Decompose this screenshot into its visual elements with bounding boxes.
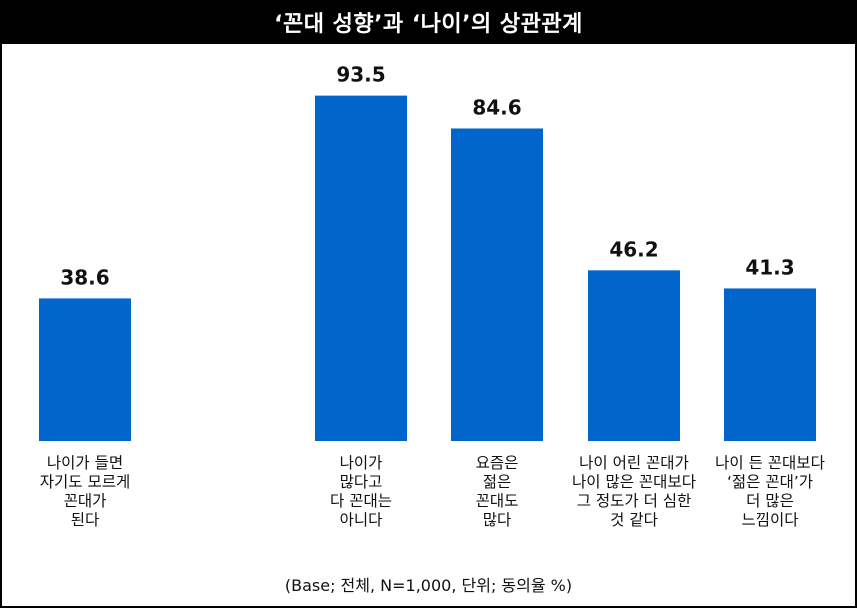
category-label-line: 나이 든 꼰대보다 bbox=[715, 454, 825, 472]
category-label-line: 것 같다 bbox=[610, 511, 658, 529]
category-label-line: 된다 bbox=[71, 511, 100, 529]
category-label-line: 자기도 모르게 bbox=[40, 473, 131, 491]
bar-1 bbox=[39, 298, 131, 441]
category-label-line: 꼰대가 bbox=[64, 492, 107, 510]
category-label-line: 나이가 bbox=[340, 454, 383, 472]
category-label-2: 나이가 많다고 다 꼰대는 아니다 bbox=[330, 454, 392, 529]
category-label-line: 나이 어린 꼰대가 bbox=[579, 454, 689, 472]
value-label-1: 38.6 bbox=[60, 265, 109, 289]
bar-2 bbox=[315, 95, 407, 442]
category-label-5: 나이 든 꼰대보다 ‘젊은 꼰대’가 더 많은 느낌이다 bbox=[715, 454, 825, 529]
category-label-line: 다 꼰대는 bbox=[330, 492, 392, 510]
category-label-line: 젊은 bbox=[483, 473, 512, 491]
category-label-line: 더 많은 bbox=[746, 492, 794, 510]
chart-title: ‘꼰대 성향’과 ‘나이’의 상관관계 bbox=[274, 12, 583, 37]
category-label-line: 꼰대도 bbox=[476, 492, 519, 510]
category-label-line: 많다고 bbox=[340, 473, 383, 491]
category-label-line: 나이 많은 꼰대보다 bbox=[572, 473, 696, 491]
footnote: (Base; 전체, N=1,000, 단위; 동의율 %) bbox=[284, 576, 573, 595]
title-bar: ‘꼰대 성향’과 ‘나이’의 상관관계 bbox=[0, 0, 857, 44]
value-label-5: 41.3 bbox=[745, 255, 794, 279]
bar-5 bbox=[724, 288, 816, 441]
category-label-line: ‘젊은 꼰대’가 bbox=[727, 473, 813, 491]
chart-panel bbox=[2, 44, 855, 606]
category-label-4: 나이 어린 꼰대가 나이 많은 꼰대보다 그 정도가 더 심한 것 같다 bbox=[572, 454, 696, 529]
category-label-1: 나이가 들면 자기도 모르게 꼰대가 된다 bbox=[40, 454, 131, 529]
value-label-4: 46.2 bbox=[609, 237, 658, 261]
value-label-2: 93.5 bbox=[336, 63, 385, 87]
category-label-line: 아니다 bbox=[340, 511, 383, 529]
category-label-line: 나이가 들면 bbox=[47, 454, 123, 472]
category-label-line: 많다 bbox=[483, 511, 512, 529]
category-label-line: 느낌이다 bbox=[741, 511, 798, 529]
bar-3 bbox=[451, 128, 543, 441]
category-label-line: 요즘은 bbox=[476, 454, 519, 472]
category-label-3: 요즘은 젊은 꼰대도 많다 bbox=[476, 454, 519, 529]
bar-4 bbox=[588, 270, 680, 441]
category-label-line: 그 정도가 더 심한 bbox=[577, 492, 692, 510]
value-label-3: 84.6 bbox=[472, 95, 521, 119]
